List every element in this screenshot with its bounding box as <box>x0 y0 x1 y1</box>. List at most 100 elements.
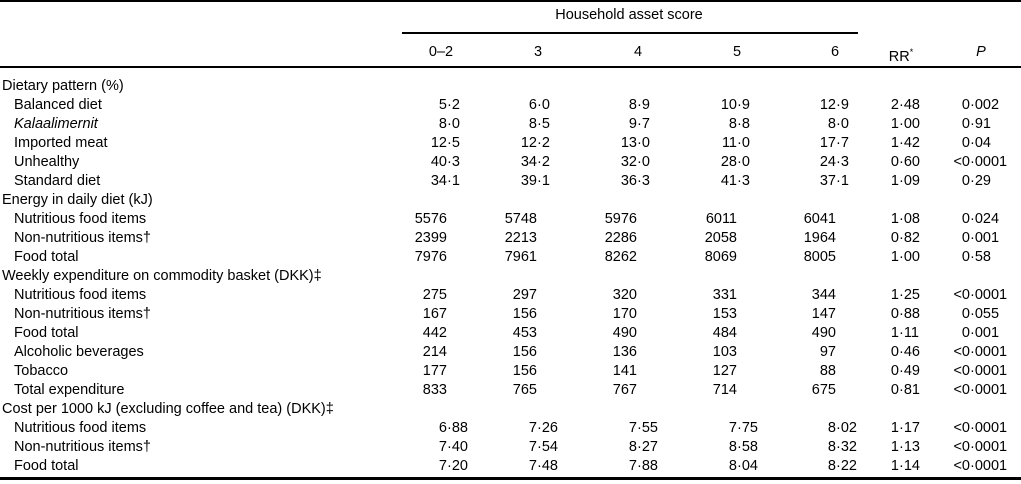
cell-value-int: 320 <box>612 287 637 303</box>
cell-value-int: 0 <box>961 249 970 265</box>
cell-value-int: 7 <box>628 458 637 474</box>
cell-value-frac: ·1 <box>537 173 550 189</box>
table-row: Nutritious food items 6·88 7·26 7·55 7·75 8·0… <box>0 419 1021 438</box>
cell-value-int: 6011 <box>705 211 737 227</box>
cell-value-int: 767 <box>612 382 637 398</box>
table-row: Non-nutritious items† 7·40 7·54 8·27 8·58 8·3… <box>0 438 1021 457</box>
cell-value-int: 8069 <box>704 249 737 265</box>
row-label: Food total <box>14 458 79 474</box>
row-label: Balanced diet <box>14 97 102 113</box>
cell-value-int: 7 <box>528 458 537 474</box>
table-row: Food total 7976 7961 8262 8069 8005 1·00 0·58 <box>0 248 1021 267</box>
cell-value-frac: ·29 <box>970 173 991 189</box>
table-row: Unhealthy 40·3 34·2 32·0 28·0 24·3 0·60 <0·0001 <box>0 153 1021 172</box>
section-header-label: Weekly expenditure on commodity basket (… <box>2 268 322 284</box>
cell-value-int: 1 <box>890 249 899 265</box>
cell-value-int: 0 <box>890 230 899 246</box>
cell-value-int: 156 <box>512 306 537 322</box>
cell-value-frac: ·8 <box>737 116 750 132</box>
cell-value-int: 32 <box>620 154 637 170</box>
cell-value-int: 24 <box>819 154 836 170</box>
cell-value-frac: ·9 <box>836 97 849 113</box>
cell-value-int: 0 <box>961 325 970 341</box>
cell-value-int: 11 <box>721 135 737 151</box>
cell-value-int: 8 <box>728 458 737 474</box>
cell-value-int: 1 <box>890 287 899 303</box>
cell-value-int: 5976 <box>604 211 637 227</box>
column-header-score-2: 3 <box>533 44 543 60</box>
cell-value-int: 275 <box>422 287 447 303</box>
cell-value-int: 34 <box>430 173 447 189</box>
cell-value-frac: ·0 <box>836 116 849 132</box>
cell-value-int: 1 <box>890 135 899 151</box>
cell-value-frac: ·0001 <box>970 382 1008 398</box>
section-header-row: Energy in daily diet (kJ) <box>0 191 1021 210</box>
cell-value-int: <0 <box>953 458 970 474</box>
cell-value-int: 0 <box>890 154 899 170</box>
cell-value-int: 12 <box>520 135 537 151</box>
section-header-label: Energy in daily diet (kJ) <box>2 192 153 208</box>
cell-value-int: 1 <box>890 420 899 436</box>
cell-value-int: 5 <box>438 97 447 113</box>
cell-value-frac: ·88 <box>899 306 920 322</box>
cell-value-int: 136 <box>612 344 637 360</box>
cell-value-int: 0 <box>961 230 970 246</box>
cell-value-int: 7 <box>528 439 537 455</box>
cell-value-int: 8 <box>728 439 737 455</box>
cell-value-int: <0 <box>953 363 970 379</box>
column-header-p: P <box>976 44 986 60</box>
table-row: Balanced diet 5·2 6·0 8·9 10·9 12·9 2·48 0·002 <box>0 96 1021 115</box>
cell-value-frac: ·5 <box>447 135 460 151</box>
header-rule <box>0 66 1021 68</box>
row-label: Total expenditure <box>14 382 125 398</box>
cell-value-int: 40 <box>430 154 447 170</box>
cell-value-int: 7 <box>438 439 447 455</box>
cell-value-int: 0 <box>961 211 970 227</box>
cell-value-frac: ·3 <box>447 154 460 170</box>
cell-value-frac: ·7 <box>836 135 849 151</box>
cell-value-int: 39 <box>520 173 537 189</box>
spanner-title: Household asset score <box>555 7 703 23</box>
top-rule <box>0 0 1021 2</box>
cell-value-frac: ·60 <box>899 154 920 170</box>
cell-value-int: 1 <box>890 325 899 341</box>
cell-value-frac: ·2 <box>537 154 550 170</box>
cell-value-int: 331 <box>712 287 737 303</box>
section-header-row: Dietary pattern (%) <box>0 77 1021 96</box>
rr-asterisk: * <box>909 47 914 57</box>
cell-value-int: 344 <box>811 287 836 303</box>
row-label: Unhealthy <box>14 154 80 170</box>
cell-value-int: 10 <box>720 97 737 113</box>
cell-value-int: 1 <box>890 439 899 455</box>
cell-value-frac: ·81 <box>899 382 920 398</box>
cell-value-int: 714 <box>712 382 737 398</box>
cell-value-int: 8 <box>628 97 637 113</box>
cell-value-frac: ·46 <box>899 344 920 360</box>
cell-value-int: 170 <box>612 306 637 322</box>
table-row: Kalaalimernit 8·0 8·5 9·7 8·8 8·0 1·00 0·91 <box>0 115 1021 134</box>
cell-value-int: 7 <box>528 420 537 436</box>
cell-value-frac: ·55 <box>637 420 658 436</box>
cell-value-int: 490 <box>612 325 637 341</box>
cell-value-frac: ·40 <box>447 439 468 455</box>
cell-value-int: 214 <box>422 344 447 360</box>
cell-value-int: 8005 <box>803 249 836 265</box>
cell-value-int: 8 <box>628 439 637 455</box>
cell-value-int: 484 <box>712 325 737 341</box>
column-header-score-1: 0–2 <box>428 44 454 60</box>
cell-value-int: 1 <box>890 116 899 132</box>
cell-value-int: 7 <box>728 420 737 436</box>
section-header-label: Dietary pattern (%) <box>2 78 124 94</box>
cell-value-frac: ·58 <box>737 439 758 455</box>
cell-value-frac: ·024 <box>970 211 1000 227</box>
cell-value-int: 0 <box>890 363 899 379</box>
cell-value-int: 7 <box>628 420 637 436</box>
cell-value-int: 0 <box>961 173 970 189</box>
cell-value-frac: ·13 <box>899 439 920 455</box>
table-row: Non-nutritious items† 2399 2213 2286 2058 196… <box>0 229 1021 248</box>
cell-value-frac: ·00 <box>899 249 920 265</box>
row-label: Nutritious food items <box>14 211 147 227</box>
row-label: Non-nutritious items† <box>14 306 151 322</box>
cell-value-int: 2 <box>890 97 899 113</box>
cell-value-frac: ·2 <box>537 135 550 151</box>
